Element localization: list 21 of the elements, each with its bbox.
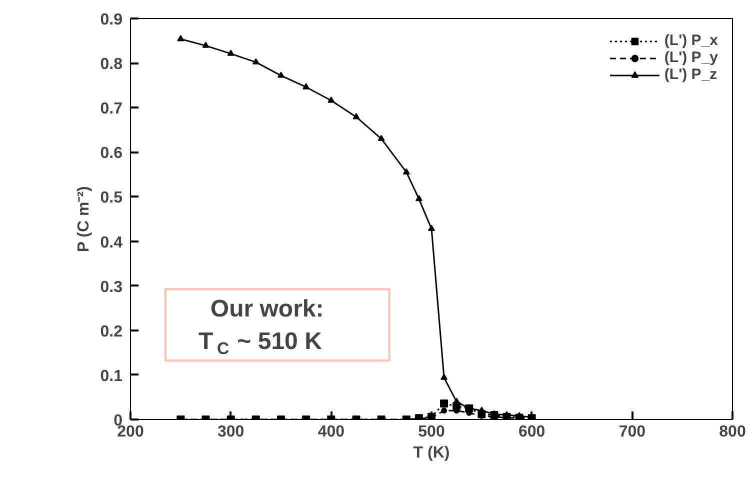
x-tick-label: 400 (318, 424, 345, 440)
y-axis-title: P (C m⁻²) (75, 186, 92, 252)
y-tick-label: 0.3 (100, 278, 123, 296)
x-tick-label: 500 (418, 424, 445, 440)
legend-label: (L') P_y (664, 49, 718, 66)
x-tick-label: 700 (618, 424, 646, 440)
x-tick-label: 600 (518, 424, 546, 440)
x-tick-label: 800 (719, 424, 746, 440)
annotation: Our work: (210, 296, 324, 323)
y-tick-label: 0.5 (100, 190, 123, 207)
y-tick-label: 0.8 (100, 56, 123, 74)
y-tick-label: 0.9 (100, 12, 123, 28)
y-tick-label: 0.1 (100, 368, 123, 385)
legend-label: (L') P_x (664, 32, 718, 49)
x-axis-title: T (K) (413, 444, 450, 462)
legend-label: (L') P_z (664, 66, 718, 83)
y-tick-label: 0.2 (100, 323, 123, 340)
y-tick-label: 0.4 (100, 234, 123, 252)
x-tick-label: 300 (217, 424, 244, 440)
y-tick-label: 0.7 (100, 100, 123, 118)
y-tick-label: 0.6 (100, 145, 123, 162)
